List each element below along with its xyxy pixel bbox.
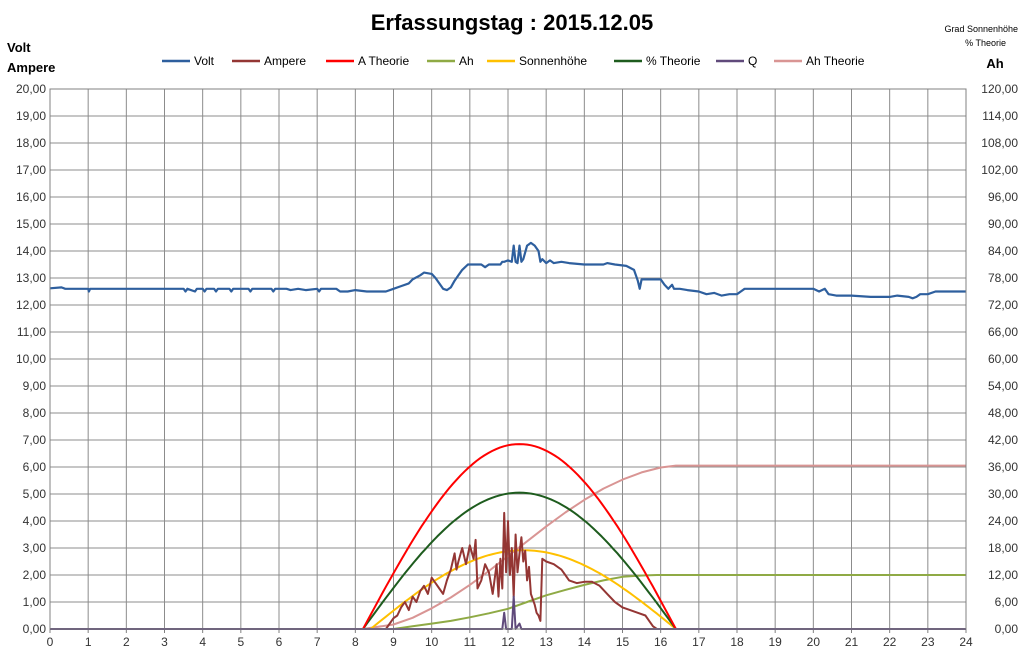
- y-tick-left: 16,00: [16, 190, 46, 204]
- x-tick: 21: [845, 635, 859, 649]
- x-tick: 10: [425, 635, 439, 649]
- y-axis-label-right-2: % Theorie: [965, 38, 1006, 48]
- y-tick-left: 8,00: [23, 406, 47, 420]
- x-tick: 4: [199, 635, 206, 649]
- series-line-ah: [50, 574, 966, 630]
- y-tick-left: 14,00: [16, 244, 46, 258]
- chart-title: Erfassungstag : 2015.12.05: [371, 10, 653, 35]
- legend-item: A Theorie: [358, 54, 409, 68]
- x-tick: 5: [237, 635, 244, 649]
- x-tick: 17: [692, 635, 706, 649]
- x-tick: 24: [959, 635, 973, 649]
- x-tick: 22: [883, 635, 897, 649]
- y-tick-left: 6,00: [23, 460, 47, 474]
- series-layer: [49, 241, 966, 630]
- y-tick-left: 2,00: [23, 568, 47, 582]
- y-tick-right: 120,00: [981, 82, 1018, 96]
- y-tick-right: 72,00: [988, 298, 1018, 312]
- x-tick: 23: [921, 635, 935, 649]
- y-tick-right: 102,00: [981, 163, 1018, 177]
- legend-item: % Theorie: [646, 54, 701, 68]
- y-tick-left: 3,00: [23, 541, 47, 555]
- y-tick-right: 30,00: [988, 487, 1018, 501]
- y-tick-left: 5,00: [23, 487, 47, 501]
- y-tick-right: 84,00: [988, 244, 1018, 258]
- x-tick: 18: [730, 635, 744, 649]
- y-tick-left: 7,00: [23, 433, 47, 447]
- series-line-ampere: [50, 511, 966, 630]
- y-tick-left: 20,00: [16, 82, 46, 96]
- y-tick-left: 9,00: [23, 379, 47, 393]
- x-tick: 13: [539, 635, 553, 649]
- series-line--theorie: [50, 491, 966, 630]
- y-tick-left: 13,00: [16, 271, 46, 285]
- y-tick-right: 6,00: [995, 595, 1019, 609]
- y-tick-left: 4,00: [23, 514, 47, 528]
- y-axis-label-left-1: Volt: [7, 40, 31, 55]
- x-tick: 19: [768, 635, 782, 649]
- legend-item: Volt: [194, 54, 215, 68]
- tick-labels: 0,00 1,00 2,00 3,00 4,00 5,00 6,00 7,00 8,00 9,00…: [16, 82, 1018, 649]
- y-tick-right: 108,00: [981, 136, 1018, 150]
- legend-item: Q: [748, 54, 757, 68]
- legend-item: Ah: [459, 54, 474, 68]
- y-axis-label-right-1: Grad Sonnenhöhe: [944, 24, 1018, 34]
- y-tick-right: 90,00: [988, 217, 1018, 231]
- y-tick-right: 18,00: [988, 541, 1018, 555]
- y-tick-left: 10,00: [16, 352, 46, 366]
- y-tick-left: 15,00: [16, 217, 46, 231]
- series-line-volt: [49, 241, 966, 300]
- legend-item: Ampere: [264, 54, 306, 68]
- x-tick: 2: [123, 635, 130, 649]
- plot-frame: [49, 88, 967, 630]
- y-tick-right: 96,00: [988, 190, 1018, 204]
- y-axis-label-left-2: Ampere: [7, 60, 55, 75]
- legend: Volt Ampere A Theorie Ah Sonnenhöhe % Theorie…: [162, 54, 865, 68]
- series-line-a-theorie: [50, 443, 966, 630]
- y-axis-label-right-3: Ah: [986, 56, 1003, 71]
- x-tick: 16: [654, 635, 668, 649]
- y-tick-left: 0,00: [23, 622, 47, 636]
- x-tick: 6: [276, 635, 283, 649]
- x-tick: 3: [161, 635, 168, 649]
- legend-item: Ah Theorie: [806, 54, 865, 68]
- y-tick-right: 66,00: [988, 325, 1018, 339]
- x-tick: 1: [85, 635, 92, 649]
- y-tick-left: 19,00: [16, 109, 46, 123]
- series-line-q: [50, 595, 966, 630]
- x-tick: 20: [807, 635, 821, 649]
- y-tick-right: 12,00: [988, 568, 1018, 582]
- y-tick-right: 78,00: [988, 271, 1018, 285]
- x-tick: 0: [47, 635, 54, 649]
- y-tick-right: 60,00: [988, 352, 1018, 366]
- y-tick-left: 18,00: [16, 136, 46, 150]
- y-tick-left: 11,00: [17, 325, 46, 339]
- x-tick: 15: [616, 635, 630, 649]
- x-tick: 7: [314, 635, 321, 649]
- x-tick: 12: [501, 635, 515, 649]
- y-tick-right: 48,00: [988, 406, 1018, 420]
- x-tick: 9: [390, 635, 397, 649]
- x-tick: 14: [578, 635, 592, 649]
- y-tick-left: 17,00: [16, 163, 46, 177]
- y-tick-right: 36,00: [988, 460, 1018, 474]
- y-tick-right: 0,00: [995, 622, 1019, 636]
- y-tick-right: 54,00: [988, 379, 1018, 393]
- y-tick-left: 12,00: [16, 298, 46, 312]
- y-tick-right: 114,00: [982, 109, 1018, 123]
- x-tick: 11: [464, 635, 477, 649]
- y-tick-right: 42,00: [988, 433, 1018, 447]
- series-line-ah-theorie: [50, 464, 966, 630]
- x-tick: 8: [352, 635, 359, 649]
- legend-item: Sonnenhöhe: [519, 54, 587, 68]
- y-tick-right: 24,00: [988, 514, 1018, 528]
- y-tick-left: 1,00: [23, 595, 47, 609]
